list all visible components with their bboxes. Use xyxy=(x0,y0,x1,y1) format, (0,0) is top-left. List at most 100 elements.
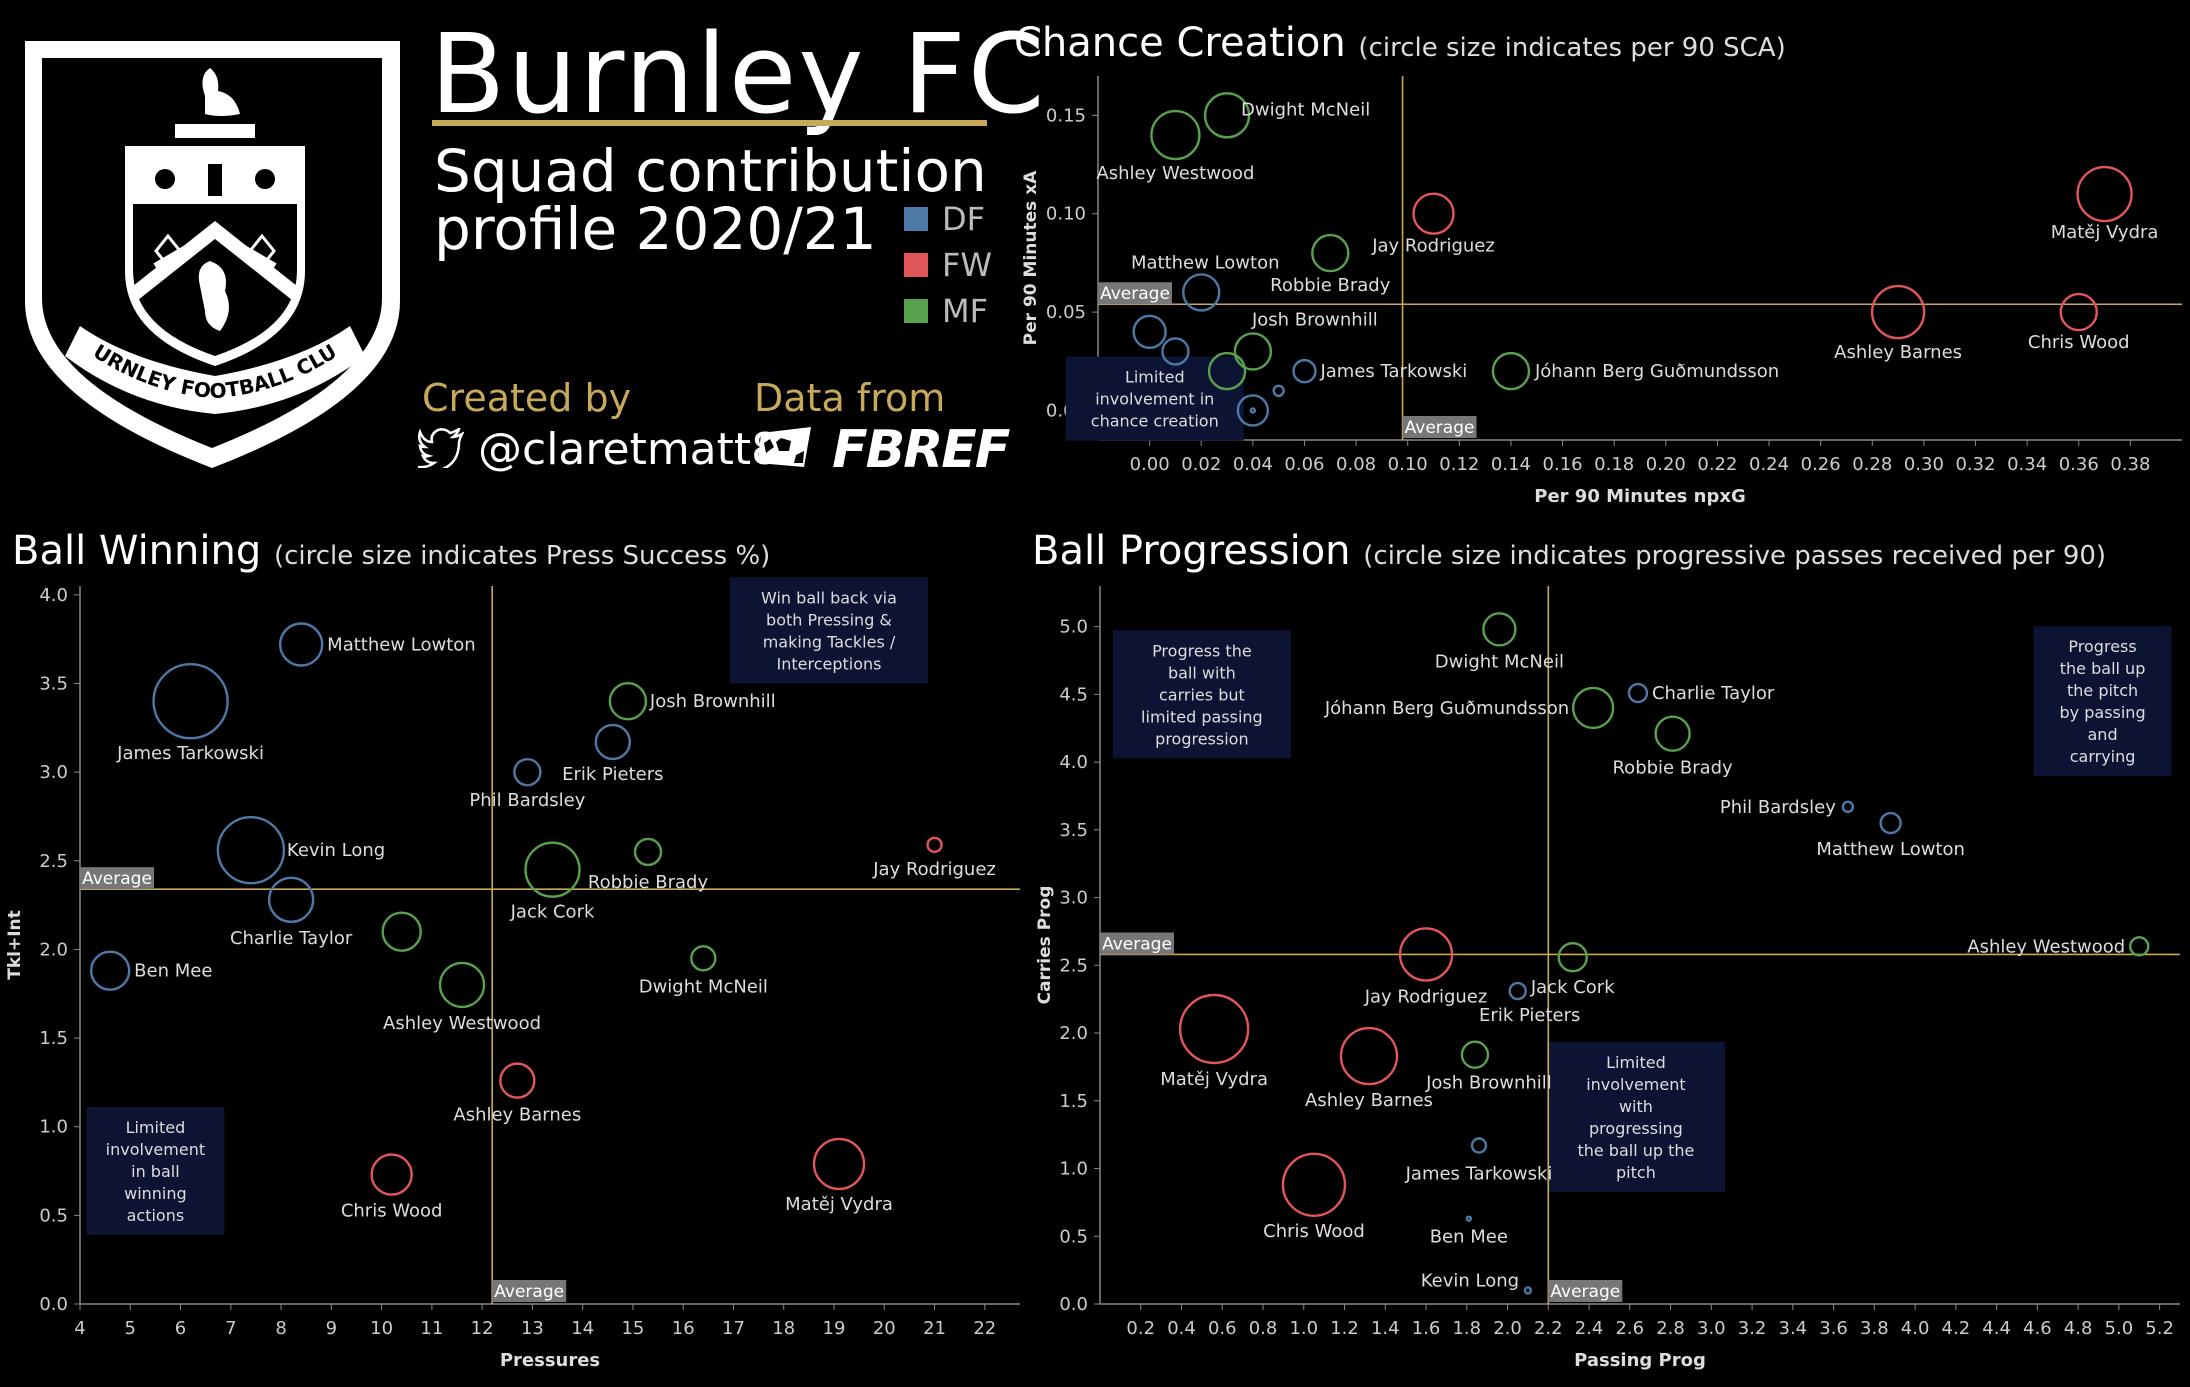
player-label-josh-brownhill: Josh Brownhill xyxy=(649,691,776,712)
player-label-ashley-barnes: Ashley Barnes xyxy=(453,1105,581,1126)
player-label-chris-wood: Chris Wood xyxy=(1263,1221,1365,1242)
player-point-phil-bardsley xyxy=(1161,337,1190,366)
player-point-jack-cork xyxy=(524,841,581,898)
x-tick-label: 4.4 xyxy=(1982,1318,2011,1339)
x-tick-label: 1.4 xyxy=(1371,1318,1400,1339)
ball-winning-title: Ball Winning (circle size indicates Pres… xyxy=(12,528,770,574)
x-tick-label: 5.2 xyxy=(2145,1318,2174,1339)
player-point-charlie-taylor xyxy=(1627,682,1649,704)
player-point-erik-pieters xyxy=(594,723,632,761)
legend-swatch-fw xyxy=(904,253,928,277)
player-label-mate-j-vydra: Matěj Vydra xyxy=(1160,1069,1268,1090)
y-tick-label: 1.5 xyxy=(1059,1091,1088,1112)
title-underline xyxy=(432,120,987,126)
y-tick-label: 0.5 xyxy=(1059,1226,1088,1247)
x-tick-label: 4.8 xyxy=(2064,1318,2093,1339)
x-tick-label: 0.26 xyxy=(1801,454,1841,475)
annotation-text: both Pressing & xyxy=(766,610,892,629)
y-axis-title: Per 90 Minutes xA xyxy=(1021,170,1041,345)
annotation-text: the ball up the xyxy=(1577,1141,1694,1160)
player-label-mate-j-vydra: Matěj Vydra xyxy=(2051,222,2159,243)
legend-swatch-mf xyxy=(904,299,928,323)
player-point-jay-rodriguez xyxy=(1412,192,1455,235)
legend-item-fw: FW xyxy=(904,246,992,284)
x-tick-label: 18 xyxy=(772,1318,795,1339)
legend-swatch-df xyxy=(904,207,928,231)
player-point-ashley-westwood xyxy=(2129,936,2150,957)
player-point-ben-mee xyxy=(1465,1215,1473,1222)
average-label: Average xyxy=(1550,1282,1620,1302)
y-tick-label: 0.0 xyxy=(1059,1294,1088,1315)
player-label-josh-brownhill: Josh Brownhill xyxy=(1251,309,1378,330)
average-label-box xyxy=(1402,416,1477,438)
y-tick-label: 3.5 xyxy=(1059,820,1088,841)
average-label-box xyxy=(80,867,154,890)
y-tick-label: 4.0 xyxy=(1059,752,1088,773)
y-tick-label: 5.0 xyxy=(1059,617,1088,638)
x-tick-label: 1.8 xyxy=(1452,1318,1481,1339)
x-tick-label: 5.0 xyxy=(2105,1318,2134,1339)
x-tick-label: 22 xyxy=(973,1318,996,1339)
x-tick-label: 0.20 xyxy=(1646,454,1686,475)
player-point-dwight-mcneil xyxy=(1482,612,1517,647)
average-label: Average xyxy=(1102,934,1172,954)
ball-winning-subtitle: (circle size indicates Press Success %) xyxy=(273,541,771,571)
player-label-erik-pieters: Erik Pieters xyxy=(1479,1005,1580,1026)
player-point-chris-wood xyxy=(1281,1152,1347,1217)
ball-winning-chart: 4 5 6 7 8 9 10 11 12 13 14 15 16 17 18 19 20 21 22 0.0 0.5 1.… xyxy=(5,577,1020,1371)
created-by-label: Created by xyxy=(422,376,632,420)
annotation-text: Limited xyxy=(1125,368,1185,387)
annotation-text: winning xyxy=(124,1184,187,1203)
player-label-charlie-taylor: Charlie Taylor xyxy=(230,928,353,949)
x-tick-label: 3.2 xyxy=(1738,1318,1767,1339)
x-tick-label: 0.24 xyxy=(1749,454,1789,475)
y-axis-title: Carries Prog xyxy=(1035,886,1055,1005)
annotation-text: Limited xyxy=(1606,1053,1666,1072)
player-point-ashley-barnes xyxy=(1870,284,1926,340)
player-label-ashley-westwood: Ashley Westwood xyxy=(1967,936,2125,957)
player-label-matthew-lowton: Matthew Lowton xyxy=(1131,252,1280,273)
player-label-ashley-barnes: Ashley Barnes xyxy=(1305,1090,1433,1111)
player-point-mate-j-vydra xyxy=(2076,165,2133,223)
player-point-dwight-mcneil xyxy=(1203,92,1251,139)
x-tick-label: 0.16 xyxy=(1543,454,1583,475)
x-tick-label: 0.08 xyxy=(1336,454,1376,475)
annotation-text: and xyxy=(2088,725,2118,744)
x-tick-label: 0.06 xyxy=(1284,454,1324,475)
player-label-charlie-taylor: Charlie Taylor xyxy=(1652,683,1775,704)
x-tick-label: 3.4 xyxy=(1779,1318,1808,1339)
annotation-box xyxy=(1065,356,1244,441)
annotation-text: the ball up xyxy=(2060,659,2146,678)
player-point-josh-brownhill xyxy=(1233,332,1273,371)
y-axis-title: Tkl+Int xyxy=(5,910,25,980)
annotation-text: involvement in xyxy=(1095,390,1214,409)
x-tick-label: 4.0 xyxy=(1901,1318,1930,1339)
player-label-erik-pieters: Erik Pieters xyxy=(562,764,663,785)
player-label-chris-wood: Chris Wood xyxy=(2028,332,2130,353)
player-label-dwight-mcneil: Dwight McNeil xyxy=(639,976,768,997)
legend-item-df: DF xyxy=(904,200,985,238)
player-label-phil-bardsley: Phil Bardsley xyxy=(469,790,585,811)
player-point-kevin-long xyxy=(216,815,286,885)
annotation-text: the pitch xyxy=(2067,681,2138,700)
player-label-jo-hann-berg-gu-mundsson: Jóhann Berg Guðmundsson xyxy=(1534,361,1779,382)
annotation-box xyxy=(1546,1042,1725,1193)
x-tick-label: 19 xyxy=(823,1318,846,1339)
x-tick-label: 0.14 xyxy=(1491,454,1531,475)
x-axis-title: Pressures xyxy=(500,1350,600,1371)
x-tick-label: 17 xyxy=(722,1318,745,1339)
average-label: Average xyxy=(1100,284,1170,304)
x-tick-label: 9 xyxy=(326,1318,337,1339)
y-tick-label: 2.5 xyxy=(39,851,68,872)
x-tick-label: 20 xyxy=(873,1318,896,1339)
y-tick-label: 0.10 xyxy=(1046,204,1086,225)
player-point-james-tarkowski xyxy=(152,663,229,740)
subtitle-line-2: profile 2020/21 xyxy=(434,195,877,263)
x-tick-label: 2.8 xyxy=(1656,1318,1685,1339)
x-tick-label: 15 xyxy=(621,1318,644,1339)
player-point-matthew-lowton xyxy=(1182,273,1221,312)
player-point-ashley-barnes xyxy=(499,1062,536,1099)
y-tick-label: 1.0 xyxy=(39,1117,68,1138)
annotation-text: pitch xyxy=(1616,1163,1656,1182)
player-label-dwight-mcneil: Dwight McNeil xyxy=(1435,651,1564,672)
